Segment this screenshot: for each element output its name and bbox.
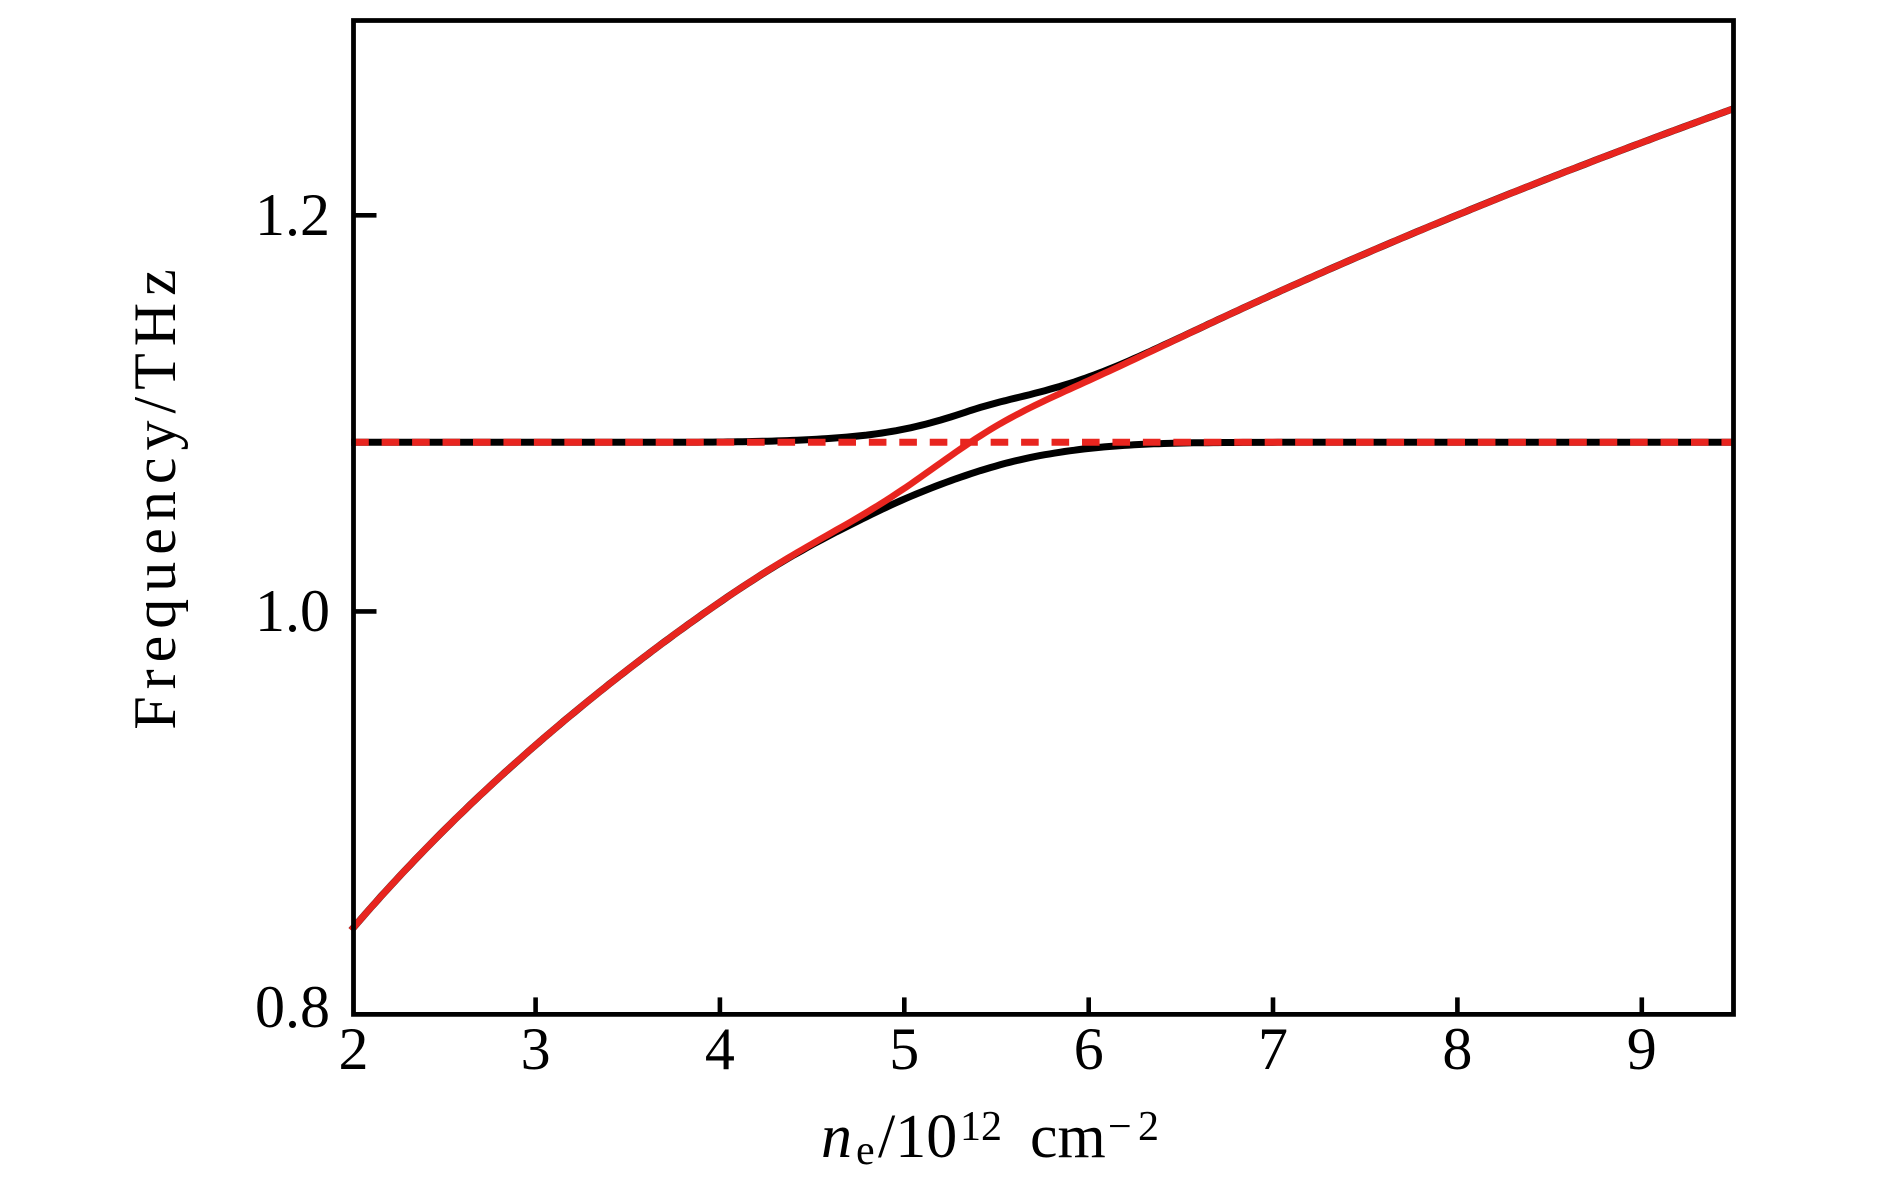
svg-text:e: e bbox=[856, 1128, 875, 1174]
svg-text:−: − bbox=[1108, 1104, 1132, 1150]
svg-text:5: 5 bbox=[889, 1016, 919, 1082]
svg-text:4: 4 bbox=[705, 1016, 735, 1082]
svg-text:8: 8 bbox=[1442, 1016, 1472, 1082]
svg-text:3: 3 bbox=[521, 1016, 551, 1082]
svg-text:Frequency/THz: Frequency/THz bbox=[122, 262, 188, 730]
svg-text:1.0: 1.0 bbox=[255, 578, 330, 644]
svg-text:9: 9 bbox=[1627, 1016, 1657, 1082]
svg-text:0.8: 0.8 bbox=[255, 974, 330, 1040]
svg-text:12: 12 bbox=[960, 1104, 1002, 1150]
svg-text:2: 2 bbox=[339, 1016, 369, 1082]
svg-text:/10: /10 bbox=[878, 1103, 957, 1171]
svg-text:n: n bbox=[821, 1103, 852, 1171]
svg-text:2: 2 bbox=[1138, 1104, 1159, 1150]
svg-text:6: 6 bbox=[1074, 1016, 1104, 1082]
svg-text:cm: cm bbox=[1030, 1103, 1106, 1171]
svg-text:7: 7 bbox=[1258, 1016, 1288, 1082]
svg-text:1.2: 1.2 bbox=[255, 182, 330, 248]
